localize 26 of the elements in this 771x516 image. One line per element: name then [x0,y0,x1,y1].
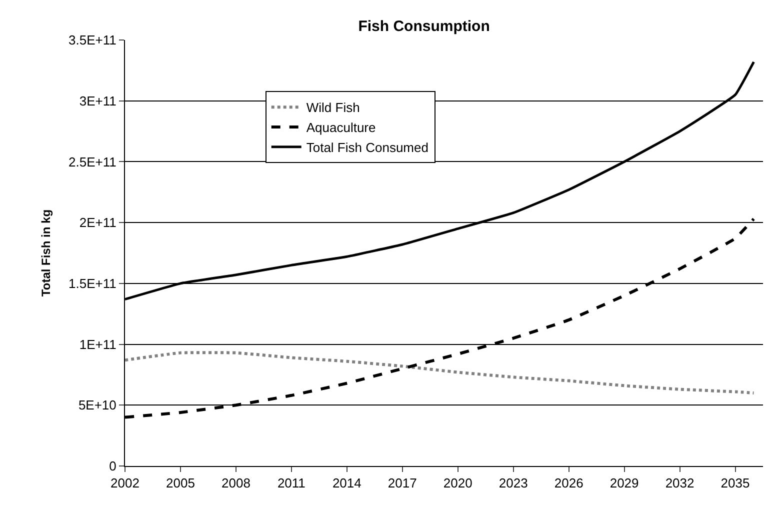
x-tick-label: 2014 [332,476,362,491]
y-tick-label: 1E+11 [79,336,116,352]
x-tick-label: 2026 [554,476,584,491]
x-tick-label: 2020 [443,476,472,491]
line-series [125,351,756,394]
y-tick-label: 2E+11 [79,215,116,230]
x-tick-label: 2017 [388,476,417,491]
legend-label: Aquaculture [306,120,376,136]
y-tick-label: 2.5E+11 [68,154,116,170]
x-tick-label: 2035 [720,476,750,491]
legend-label: Total Fish Consumed [306,140,428,155]
x-tick-label: 2005 [166,476,195,491]
x-tick-label: 2023 [498,476,528,491]
y-tick-label: 0 [109,458,116,474]
x-tick-label: 2011 [277,476,306,491]
y-tick-label: 3.5E+11 [68,32,116,48]
x-tick-label: 2029 [610,476,639,491]
x-tick-label: 2008 [222,476,250,491]
y-axis-title: Total Fish in kg [38,209,53,297]
x-tick-label: 2032 [665,476,694,491]
y-tick-label: 3E+11 [79,93,116,108]
y-tick-label: 5E+10 [78,398,116,413]
chart-title: Fish Consumption [358,18,490,36]
x-tick-label: 2002 [110,476,140,491]
legend-label: Wild Fish [306,100,360,116]
y-tick-label: 1.5E+11 [68,276,116,291]
